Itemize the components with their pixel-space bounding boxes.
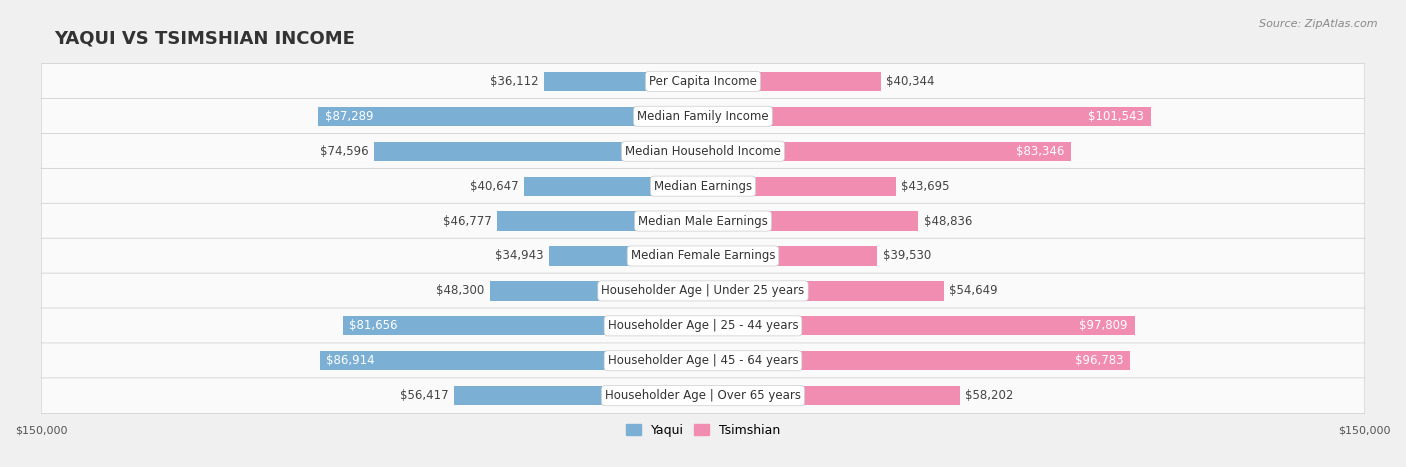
- Text: $36,112: $36,112: [489, 75, 538, 88]
- Bar: [548, 247, 703, 266]
- FancyBboxPatch shape: [41, 238, 1365, 274]
- Bar: [454, 386, 703, 405]
- FancyBboxPatch shape: [41, 64, 1365, 99]
- Bar: [703, 316, 1135, 335]
- Bar: [544, 72, 703, 91]
- FancyBboxPatch shape: [41, 308, 1365, 344]
- Text: $40,344: $40,344: [886, 75, 935, 88]
- Text: Householder Age | 25 - 44 years: Householder Age | 25 - 44 years: [607, 319, 799, 333]
- Text: $48,836: $48,836: [924, 214, 972, 227]
- Bar: [489, 281, 703, 301]
- FancyBboxPatch shape: [41, 99, 1365, 134]
- Text: Median Family Income: Median Family Income: [637, 110, 769, 123]
- FancyBboxPatch shape: [41, 168, 1365, 204]
- Text: $87,289: $87,289: [325, 110, 373, 123]
- FancyBboxPatch shape: [41, 134, 1365, 169]
- Text: $101,543: $101,543: [1088, 110, 1144, 123]
- FancyBboxPatch shape: [41, 203, 1365, 239]
- FancyBboxPatch shape: [41, 343, 1365, 379]
- Text: Median Earnings: Median Earnings: [654, 180, 752, 192]
- Bar: [703, 106, 1152, 126]
- Text: $83,346: $83,346: [1015, 145, 1064, 158]
- Text: Householder Age | Over 65 years: Householder Age | Over 65 years: [605, 389, 801, 402]
- Text: $40,647: $40,647: [470, 180, 519, 192]
- Text: $97,809: $97,809: [1080, 319, 1128, 333]
- Bar: [703, 386, 960, 405]
- Text: Householder Age | Under 25 years: Householder Age | Under 25 years: [602, 284, 804, 297]
- Text: $86,914: $86,914: [326, 354, 375, 367]
- Bar: [703, 72, 882, 91]
- Bar: [496, 212, 703, 231]
- Bar: [703, 177, 896, 196]
- Bar: [523, 177, 703, 196]
- Text: $43,695: $43,695: [901, 180, 949, 192]
- Text: Per Capita Income: Per Capita Income: [650, 75, 756, 88]
- Text: $58,202: $58,202: [965, 389, 1014, 402]
- Bar: [703, 351, 1130, 370]
- Text: Median Male Earnings: Median Male Earnings: [638, 214, 768, 227]
- FancyBboxPatch shape: [41, 378, 1365, 413]
- Text: Source: ZipAtlas.com: Source: ZipAtlas.com: [1260, 19, 1378, 28]
- Text: $74,596: $74,596: [321, 145, 368, 158]
- FancyBboxPatch shape: [41, 273, 1365, 309]
- Text: $39,530: $39,530: [883, 249, 931, 262]
- Text: $81,656: $81,656: [349, 319, 398, 333]
- Bar: [318, 106, 703, 126]
- Text: $46,777: $46,777: [443, 214, 491, 227]
- Text: Householder Age | 45 - 64 years: Householder Age | 45 - 64 years: [607, 354, 799, 367]
- Text: Median Female Earnings: Median Female Earnings: [631, 249, 775, 262]
- Bar: [374, 142, 703, 161]
- Bar: [703, 212, 918, 231]
- Bar: [703, 281, 943, 301]
- Text: Median Household Income: Median Household Income: [626, 145, 780, 158]
- Bar: [343, 316, 703, 335]
- Text: $34,943: $34,943: [495, 249, 544, 262]
- Bar: [703, 142, 1071, 161]
- Text: $56,417: $56,417: [401, 389, 449, 402]
- Text: $96,783: $96,783: [1074, 354, 1123, 367]
- Text: YAQUI VS TSIMSHIAN INCOME: YAQUI VS TSIMSHIAN INCOME: [55, 29, 356, 47]
- Bar: [703, 247, 877, 266]
- Bar: [319, 351, 703, 370]
- Text: $54,649: $54,649: [949, 284, 998, 297]
- Text: $48,300: $48,300: [436, 284, 485, 297]
- Legend: Yaqui, Tsimshian: Yaqui, Tsimshian: [620, 417, 786, 443]
